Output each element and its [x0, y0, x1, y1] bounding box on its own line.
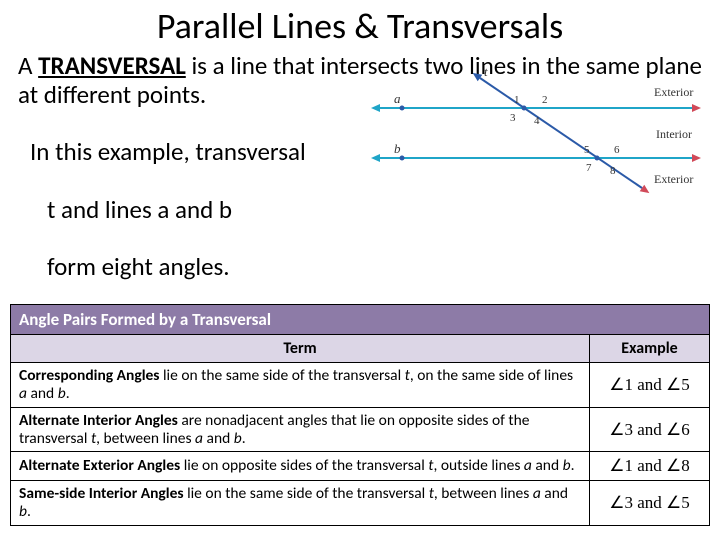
def-keyword: TRANSVERSAL	[38, 50, 186, 81]
svg-text:2: 2	[542, 94, 548, 106]
table-row: Same-side Interior Angles lie on the sam…	[11, 481, 710, 526]
example-block: In this example, transversal t and lines…	[0, 110, 720, 283]
example-cell: ∠3 and ∠6	[590, 407, 710, 452]
ex-l2d: and	[169, 194, 219, 225]
example-cell: ∠1 and ∠5	[590, 363, 710, 408]
diagram-holder: 1 2 3 4 5 6 7 8 a b t Exterior Interior Exterior	[306, 58, 702, 283]
svg-text:1: 1	[514, 94, 520, 106]
svg-text:4: 4	[534, 115, 540, 127]
table-row: Alternate Exterior Angles lie on opposit…	[11, 452, 710, 481]
example-cell: ∠1 and ∠8	[590, 452, 710, 481]
ex-l1: In this example, transversal	[30, 136, 306, 167]
transversal-diagram: 1 2 3 4 5 6 7 8 a b t Exterior Interior Exterior	[362, 58, 712, 198]
term-cell: Same-side Interior Angles lie on the sam…	[11, 481, 590, 526]
svg-text:7: 7	[586, 162, 592, 174]
ex-l2e: b	[219, 194, 232, 225]
svg-text:b: b	[394, 141, 401, 156]
svg-text:t: t	[484, 64, 488, 79]
svg-text:Interior: Interior	[656, 127, 692, 141]
col-term: Term	[11, 335, 590, 363]
term-cell: Alternate Interior Angles are nonadjacen…	[11, 407, 590, 452]
svg-text:5: 5	[584, 144, 590, 156]
example-text: In this example, transversal t and lines…	[18, 110, 306, 283]
table-row: Alternate Interior Angles are nonadjacen…	[11, 407, 710, 452]
example-cell: ∠3 and ∠5	[590, 481, 710, 526]
svg-text:Exterior: Exterior	[654, 172, 693, 186]
table-body: Corresponding Angles lie on the same sid…	[11, 363, 710, 526]
table-header: Angle Pairs Formed by a Transversal	[11, 305, 710, 335]
term-cell: Corresponding Angles lie on the same sid…	[11, 363, 590, 408]
svg-text:8: 8	[610, 165, 616, 177]
term-cell: Alternate Exterior Angles lie on opposit…	[11, 452, 590, 481]
angle-pairs-table: Angle Pairs Formed by a Transversal Term…	[10, 304, 710, 526]
ex-l2b: and lines	[55, 194, 157, 225]
def-prefix: A	[18, 50, 38, 81]
table-row: Corresponding Angles lie on the same sid…	[11, 363, 710, 408]
svg-text:Exterior: Exterior	[654, 85, 693, 99]
svg-text:3: 3	[510, 112, 516, 124]
ex-l2c: a	[157, 194, 169, 225]
svg-text:6: 6	[614, 144, 620, 156]
col-example: Example	[590, 335, 710, 363]
ex-l3: form eight angles.	[47, 251, 230, 282]
page-title: Parallel Lines & Transversals	[0, 0, 720, 48]
svg-text:a: a	[394, 91, 401, 106]
